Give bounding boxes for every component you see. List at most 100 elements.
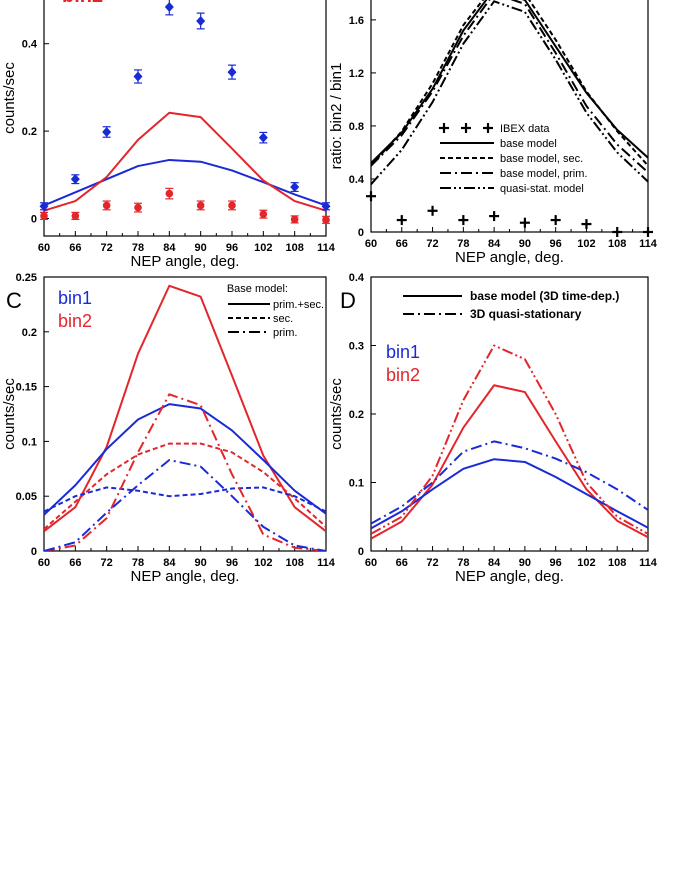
- x-tick-label: 108: [608, 238, 626, 250]
- x-tick-label: 84: [488, 557, 501, 569]
- x-tick-label: 78: [132, 557, 144, 569]
- x-axis-title: NEP angle, deg.: [131, 568, 240, 585]
- data-point-ibex-data: [519, 217, 530, 228]
- x-tick-label: 60: [365, 238, 377, 250]
- series-line-bin1-prim-sec-: [44, 403, 326, 516]
- legend-label: base model, sec.: [500, 153, 583, 165]
- y-tick-label: 0: [31, 546, 37, 558]
- data-point-bin2-data: [196, 201, 205, 210]
- y-tick-label: 0: [31, 214, 37, 226]
- bin2-label: bin2: [386, 365, 420, 385]
- data-point-bin2-data: [102, 201, 111, 210]
- y-tick-label: 0: [358, 546, 364, 558]
- series-line-bin1-prim-: [44, 459, 326, 551]
- series-line-bin1-3d-quasi-stationary: [371, 440, 648, 525]
- data-point-bin1-data: [70, 174, 80, 185]
- legend-label: quasi-stat. model: [500, 183, 584, 195]
- x-tick-label: 72: [426, 238, 438, 250]
- y-tick-label: 0.05: [16, 491, 37, 503]
- data-point-ibex-data: [550, 215, 561, 226]
- x-tick-label: 96: [226, 557, 238, 569]
- data-point-bin2-data: [228, 201, 236, 210]
- panel-letter-c: C: [6, 288, 22, 313]
- panel-a: 60 66 72 78 84 90 96 102 108 114 0 0.2 0.4 NEP angle,…: [1, 0, 336, 270]
- data-point-ibex-data: [396, 215, 407, 226]
- series-group: [371, 344, 648, 540]
- x-tick-label: 66: [69, 242, 81, 254]
- x-tick-label: 66: [396, 238, 408, 250]
- data-point-bin1-data: [258, 132, 268, 143]
- data-point-bin2-data: [71, 212, 80, 220]
- y-tick-label: 0.3: [349, 341, 364, 353]
- x-tick-label: 114: [639, 238, 658, 250]
- y-tick-label: 1.6: [349, 15, 364, 27]
- y-tick-label: 0.25: [16, 272, 37, 284]
- x-tick-label: 102: [577, 557, 595, 569]
- series-line-bin2-model: [44, 111, 326, 212]
- data-point-bin1-data: [321, 201, 331, 212]
- x-tick-label: 102: [254, 557, 272, 569]
- series-line-bin1-base-model: [371, 458, 648, 530]
- bin2-label: bin2: [58, 311, 92, 331]
- x-tick-label: 90: [519, 238, 531, 250]
- y-tick-label: 0.2: [22, 327, 37, 339]
- data-point-ibex-data: [458, 215, 469, 226]
- legend-label: prim.+sec.: [273, 299, 324, 311]
- x-tick-label: 60: [38, 242, 50, 254]
- x-tick-label: 60: [38, 557, 50, 569]
- y-tick-label: 0.4: [22, 39, 38, 51]
- x-tick-label: 90: [519, 557, 531, 569]
- data-point-ibex-data: [612, 227, 623, 237]
- bin1-label: bin1: [58, 288, 92, 308]
- data-point-ibex-data: [643, 227, 653, 237]
- series-line-bin2-3d-quasi-stationary: [371, 344, 648, 535]
- x-tick-label: 72: [101, 557, 113, 569]
- legend-marker: [439, 123, 449, 133]
- data-point-bin1-data: [39, 201, 49, 212]
- data-point-bin1-data: [227, 67, 237, 78]
- x-tick-label: 66: [69, 557, 81, 569]
- series-line-bin2-base-model: [371, 384, 648, 540]
- series-line-bin2-prim-sec-: [44, 284, 326, 533]
- y-tick-label: 0.8: [349, 121, 364, 133]
- x-tick-label: 72: [101, 242, 113, 254]
- data-point-bin1-data: [196, 15, 206, 26]
- y-tick-label: 0.4: [349, 272, 365, 284]
- series-line-bin1-sec-: [44, 486, 326, 513]
- y-tick-label: 0.2: [349, 409, 364, 421]
- panel-letter-d: D: [340, 288, 356, 313]
- x-tick-label: 78: [132, 242, 144, 254]
- x-tick-label: 102: [254, 242, 272, 254]
- data-point-ibex-data: [489, 211, 500, 222]
- x-tick-label: 102: [577, 238, 595, 250]
- bin2-label: bin2: [62, 0, 103, 7]
- x-tick-label: 114: [639, 557, 658, 569]
- data-point-bin1-data: [290, 182, 300, 193]
- x-tick-label: 108: [285, 242, 303, 254]
- x-tick-label: 78: [457, 557, 469, 569]
- legend-title: Base model:: [227, 283, 288, 295]
- legend-marker: [461, 123, 471, 133]
- panel-c: 60 66 72 78 84 90 96 102 108 114 0 0.05 0.1 0.15 0.2 0.…: [1, 272, 336, 585]
- y-axis-title: ratio: bin2 / bin1: [328, 63, 345, 170]
- data-point-ibex-data: [366, 191, 376, 202]
- legend-marker: [483, 123, 493, 133]
- legend-label: sec.: [273, 313, 293, 325]
- y-tick-label: 0.1: [22, 436, 37, 448]
- series-line-quasi-stat-model: [371, 0, 648, 185]
- x-tick-label: 84: [163, 557, 176, 569]
- plot-frame: [43, 0, 327, 237]
- x-tick-label: 96: [550, 238, 562, 250]
- series-line-bin2-prim-: [44, 393, 326, 551]
- legend-label: base model: [500, 138, 557, 150]
- x-tick-label: 114: [317, 557, 336, 569]
- x-tick-label: 114: [317, 242, 336, 254]
- data-point-bin2-data: [134, 203, 142, 212]
- series-line-bin1-model: [44, 158, 326, 207]
- series-line-base-model-prim-: [371, 0, 648, 174]
- x-tick-label: 78: [457, 238, 469, 250]
- legend-label: prim.: [273, 327, 297, 339]
- data-point-bin1-data: [133, 71, 143, 82]
- x-tick-label: 90: [195, 242, 207, 254]
